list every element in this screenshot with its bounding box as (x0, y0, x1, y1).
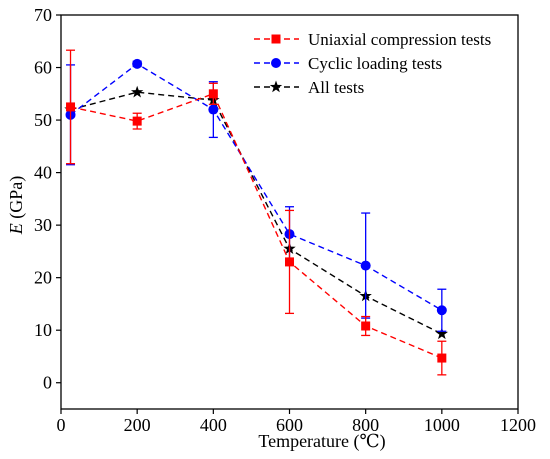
legend-label: All tests (308, 78, 364, 97)
y-tick-label: 0 (43, 373, 52, 393)
axes-layer: 0 200 400 600 800 1000 1200 0 10 20 30 40 50 60 70 (34, 5, 536, 435)
legend-marker (269, 80, 283, 93)
series-layer (64, 49, 449, 376)
x-tick-label: 400 (200, 415, 227, 435)
legend-item-2: All tests (254, 78, 364, 97)
x-axis-title: Temperature (℃) (258, 431, 385, 452)
data-point (435, 327, 449, 340)
y-tick-label: 10 (34, 320, 52, 340)
y-tick-label: 50 (34, 110, 52, 130)
series-1 (65, 58, 447, 332)
y-tick-label: 60 (34, 58, 52, 78)
x-tick-label: 1200 (500, 415, 536, 435)
x-tick-label: 600 (276, 415, 303, 435)
data-point (132, 116, 142, 126)
data-point (361, 321, 371, 331)
data-point (208, 89, 218, 99)
series-0 (66, 49, 447, 376)
y-axis-title: E (GPa) (6, 176, 27, 236)
y-axis-title-unit: (GPa) (6, 176, 27, 224)
y-tick-label: 40 (34, 163, 52, 183)
data-point (66, 102, 76, 112)
x-tick-label: 0 (57, 415, 66, 435)
legend-marker (271, 34, 281, 44)
series-line (70, 92, 443, 359)
legend-marker (271, 58, 281, 68)
x-tick-label: 1000 (424, 415, 460, 435)
series-line (70, 91, 443, 335)
data-point (285, 257, 294, 267)
legend-item-1: Cyclic loading tests (254, 54, 442, 73)
y-axis-title-symbol: E (6, 223, 26, 235)
y-tick-label: 70 (34, 5, 52, 25)
legend-label: Uniaxial compression tests (308, 30, 491, 49)
data-point (132, 58, 143, 69)
y-tick-label: 30 (34, 215, 52, 235)
y-tick-label: 20 (34, 268, 52, 288)
x-tick-label: 200 (124, 415, 151, 435)
data-point (360, 260, 371, 271)
legend-label: Cyclic loading tests (308, 54, 442, 73)
x-tick-label: 800 (352, 415, 379, 435)
series-line (70, 63, 443, 311)
legend: Uniaxial compression tests Cyclic loading… (254, 30, 491, 97)
data-point (436, 305, 447, 316)
legend-item-0: Uniaxial compression tests (254, 30, 491, 49)
data-point (208, 104, 219, 115)
series-2 (64, 85, 449, 340)
data-point (130, 85, 144, 98)
data-point (437, 353, 447, 363)
